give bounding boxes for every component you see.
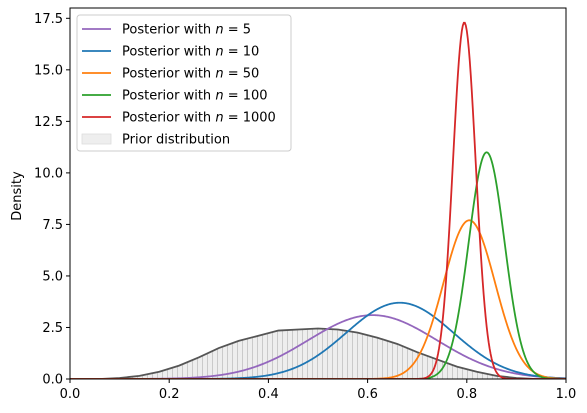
series-line-4	[70, 151, 566, 379]
series-line-3	[70, 219, 566, 379]
legend-label-2: Posterior with n = 10	[122, 45, 259, 60]
legend-label-prior: Prior distribution	[122, 133, 230, 148]
legend: Posterior with n = 5 Posterior with n = 1…	[76, 14, 292, 152]
axes-frame	[69, 7, 567, 380]
legend-label-5: Posterior with n = 1000	[122, 111, 276, 126]
x-tick-label-4: 0.8	[456, 387, 477, 402]
y-tick-label-1: 2.5	[42, 321, 63, 336]
y-tick-label-5: 12.5	[34, 115, 63, 130]
y-tick-label-7: 17.5	[34, 12, 63, 27]
legend-box	[76, 14, 292, 152]
legend-label-3: Posterior with n = 50	[122, 67, 259, 82]
y-tick-label-4: 10.0	[34, 166, 63, 181]
legend-swatch-prior	[81, 133, 112, 145]
y-tick-label-2: 5.0	[42, 269, 63, 284]
x-tick-label-2: 0.4	[258, 387, 279, 402]
x-tick-label-3: 0.6	[357, 387, 378, 402]
prior-distribution-area	[70, 328, 566, 379]
legend-label-4: Posterior with n = 100	[122, 89, 268, 104]
x-tick-label-1: 0.2	[159, 387, 180, 402]
y-tick-label-3: 7.5	[42, 218, 63, 233]
y-tick-label-6: 15.0	[34, 63, 63, 78]
x-tick-label-0: 0.0	[60, 387, 81, 402]
y-tick-label-0: 0.0	[42, 373, 63, 388]
legend-label-1: Posterior with n = 5	[122, 23, 251, 38]
plot-area: 0.0 0.2 0.4 0.6 0.8 1.0 0.0 2.5 5.0 7.5 10.0 12.5 15…	[34, 7, 577, 402]
series-line-5	[70, 21, 566, 379]
y-axis-label: Density	[10, 171, 25, 221]
series-line-2	[70, 301, 566, 379]
x-tick-label-5: 1.0	[556, 387, 577, 402]
